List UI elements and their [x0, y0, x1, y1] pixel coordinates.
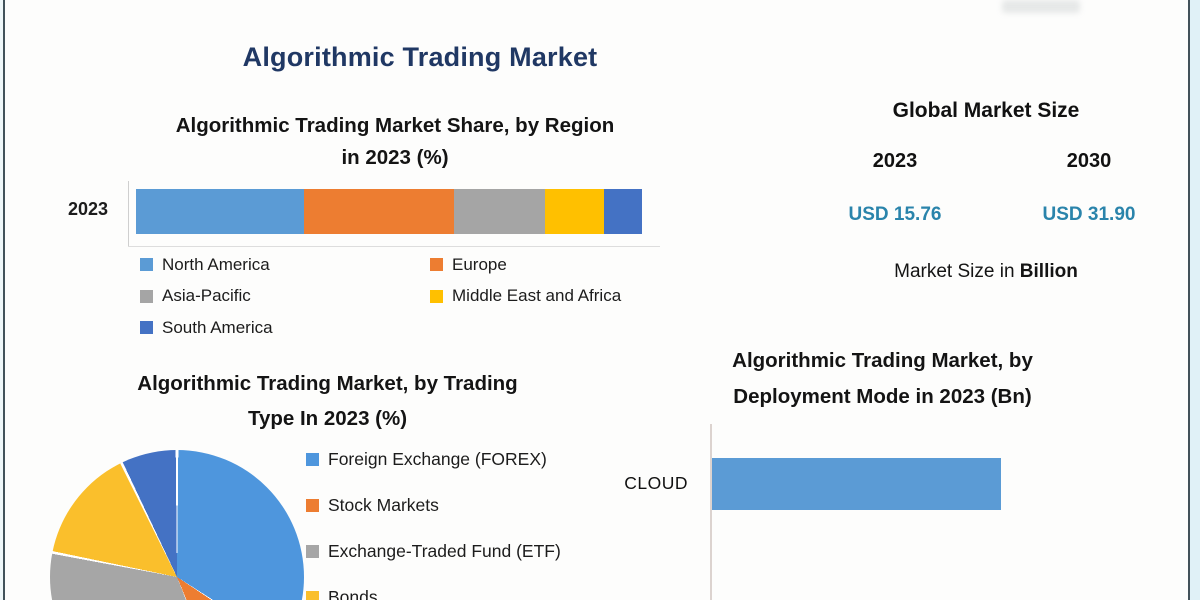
frame-right-fill [1190, 0, 1200, 600]
market-size-value-2030: USD 31.90 [1042, 204, 1136, 225]
legend-swatch-icon [140, 258, 153, 272]
market-size-year-2023: 2023 [872, 150, 918, 172]
region-legend-item-asia-pacific: Asia-Pacific [140, 286, 430, 306]
pie-legend-item-stock-markets: Stock Markets [306, 492, 606, 518]
legend-label: North America [162, 254, 270, 274]
region-legend-item-south-america: South America [140, 318, 430, 338]
pie-chart-title: Algorithmic Trading Market, by Trading T… [70, 366, 585, 436]
legend-swatch-icon [306, 590, 319, 600]
deployment-chart-title-line1: Algorithmic Trading Market, by [732, 349, 1033, 372]
pie-legend-item-bonds: Bonds [306, 584, 606, 600]
pie-legend-item-foreign-exchange-forex: Foreign Exchange (FOREX) [306, 446, 606, 472]
legend-swatch-icon [306, 544, 319, 558]
legend-label: Exchange-Traded Fund (ETF) [328, 540, 561, 561]
watermark-remnant [1002, 0, 1080, 13]
legend-swatch-icon [306, 498, 319, 512]
region-legend: North America Europe Asia-Pacific Middle Ea… [140, 249, 670, 344]
legend-label: Middle East and Africa [452, 286, 622, 306]
pie-chart-title-line2: Type In 2023 (%) [247, 407, 408, 430]
region-chart-category-label: 2023 [67, 199, 108, 219]
pie-chart-title-line1: Algorithmic Trading Market, by Trading [137, 372, 518, 395]
legend-swatch-icon [140, 289, 153, 303]
trading-type-pie [50, 450, 304, 600]
legend-label: Bonds [328, 586, 378, 600]
legend-label: Asia-Pacific [162, 286, 251, 306]
market-size-footnote-prefix: Market Size in [894, 261, 1020, 282]
cloud-bar [712, 458, 1001, 510]
bar-segment-north-america [136, 189, 304, 234]
global-market-size-heading: Global Market Size [892, 99, 1080, 122]
legend-swatch-icon [306, 452, 319, 466]
market-size-value-2023: USD 15.76 [848, 204, 942, 225]
page-title: Algorithmic Trading Market [242, 42, 598, 72]
frame-right-line [1188, 0, 1190, 600]
bar-segment-middle-east-and-africa [544, 189, 605, 234]
legend-swatch-icon [430, 258, 443, 272]
pie-legend: Foreign Exchange (FOREX) Stock Markets Exc… [306, 446, 606, 600]
region-legend-item-europe: Europe [430, 255, 670, 275]
market-size-footnote: Market Size in Billion [790, 261, 1182, 283]
region-chart-title: Algorithmic Trading Market Share, by Reg… [105, 110, 685, 174]
bar-segment-europe [303, 189, 454, 234]
region-chart-title-line1: Algorithmic Trading Market Share, by Reg… [175, 114, 615, 137]
legend-swatch-icon [140, 321, 153, 335]
region-legend-item-middle-east-and-africa: Middle East and Africa [430, 286, 670, 306]
region-chart-y-axis [128, 181, 129, 246]
bar-segment-south-america [604, 189, 642, 234]
legend-label: Foreign Exchange (FOREX) [328, 448, 547, 469]
market-size-footnote-unit: Billion [1019, 261, 1078, 282]
pie-legend-item-exchange-traded-fund-etf: Exchange-Traded Fund (ETF) [306, 538, 606, 564]
market-size-year-2030: 2030 [1066, 150, 1112, 172]
legend-label: South America [162, 317, 273, 337]
legend-label: Europe [452, 254, 507, 274]
deployment-chart-title-line2: Deployment Mode in 2023 (Bn) [733, 385, 1032, 408]
frame-left-line [3, 0, 5, 600]
region-legend-item-north-america: North America [140, 255, 430, 275]
region-chart-title-line2: in 2023 (%) [341, 146, 449, 169]
region-chart-x-axis [128, 246, 660, 247]
frame-left-fill [0, 0, 3, 600]
region-stacked-bar [136, 189, 642, 234]
bar-segment-asia-pacific [453, 189, 545, 234]
legend-label: Stock Markets [328, 494, 439, 515]
deployment-category-label: CLOUD [624, 473, 688, 493]
deployment-chart-y-axis [710, 424, 712, 600]
legend-swatch-icon [430, 289, 443, 303]
deployment-chart-title: Algorithmic Trading Market, by Deploymen… [655, 343, 1110, 415]
